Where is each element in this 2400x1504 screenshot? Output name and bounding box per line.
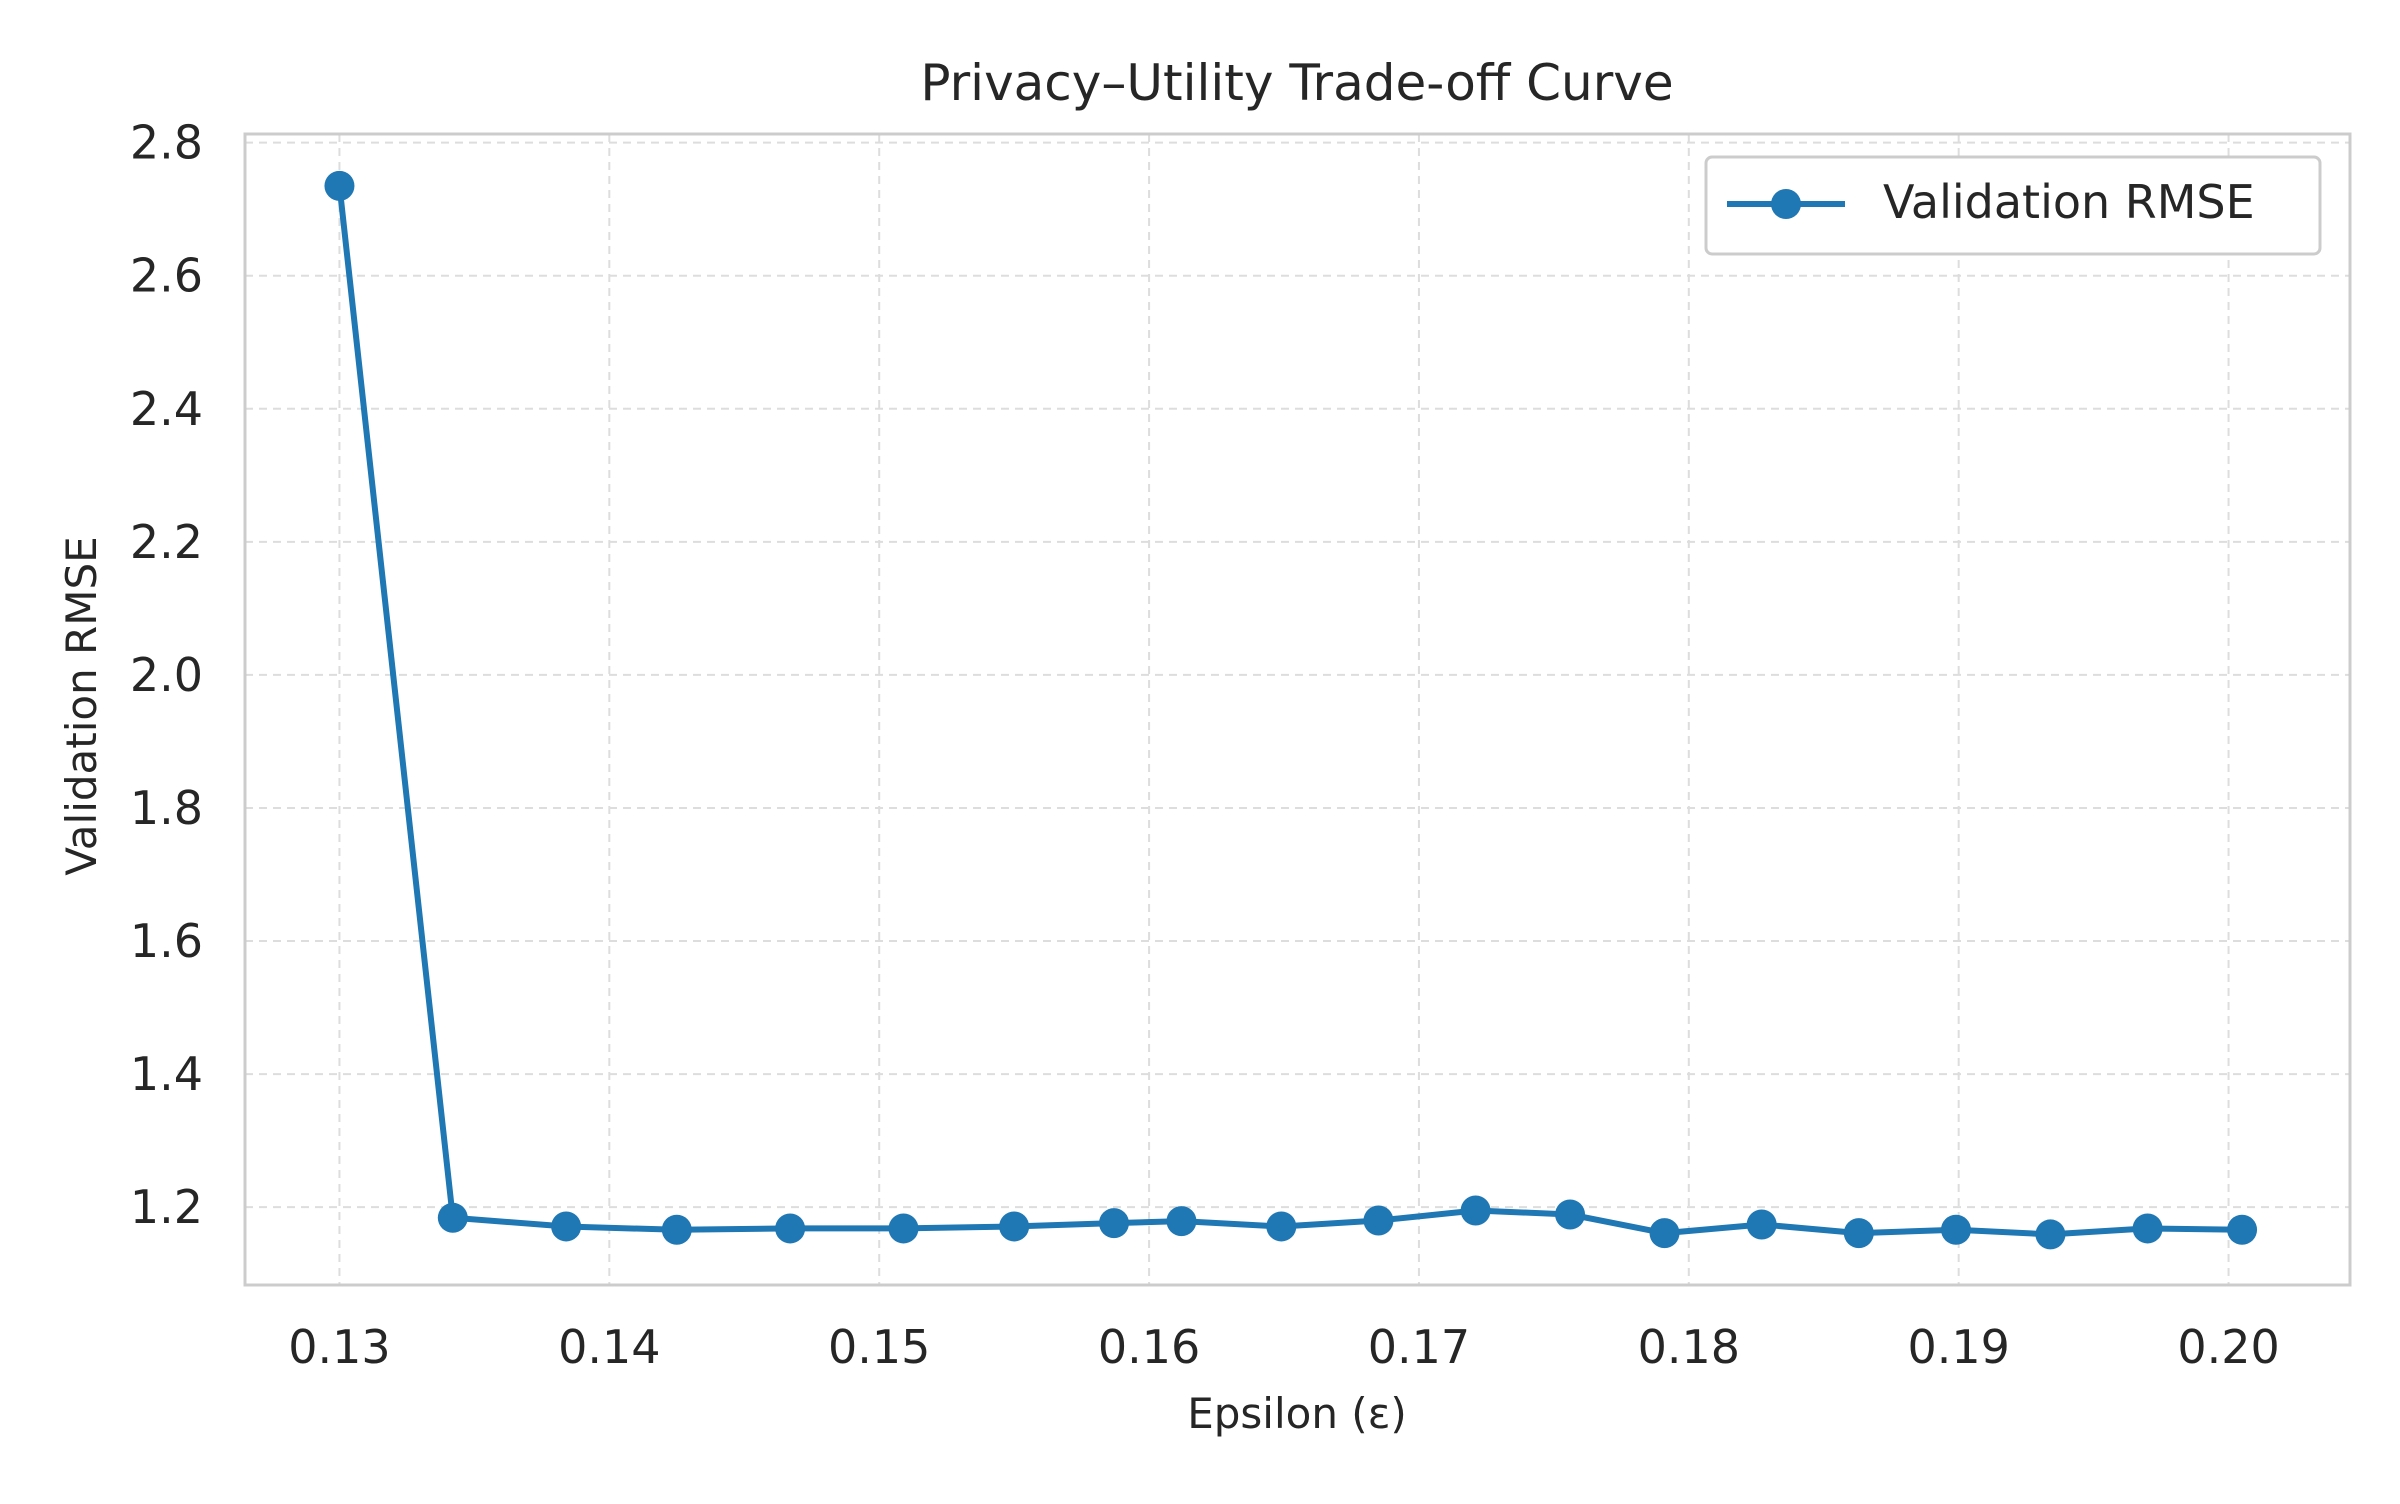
y-tick-label: 1.2: [130, 1180, 203, 1234]
y-tick-label: 2.2: [130, 515, 203, 569]
y-tick-label: 2.4: [130, 382, 203, 436]
data-point: [2035, 1219, 2066, 1250]
data-point: [1940, 1214, 1971, 1245]
data-point: [661, 1214, 692, 1245]
data-point: [1098, 1208, 1129, 1239]
x-tick-label: 0.15: [828, 1320, 930, 1374]
y-tick-label: 1.6: [130, 914, 203, 968]
series-line: [336, 182, 2246, 1238]
x-tick-label: 0.17: [1368, 1320, 1470, 1374]
y-tick-label: 1.4: [130, 1047, 203, 1101]
data-point: [1843, 1218, 1874, 1249]
chart-title: Privacy–Utility Trade-off Curve: [920, 54, 1673, 112]
data-point: [1363, 1205, 1394, 1236]
data-point: [1746, 1209, 1777, 1240]
x-tick-label: 0.13: [288, 1320, 390, 1374]
legend-label: Validation RMSE: [1883, 175, 2255, 229]
x-tick-label: 0.14: [558, 1320, 660, 1374]
data-point: [1266, 1211, 1297, 1242]
data-point: [775, 1213, 806, 1244]
legend-box: [1704, 155, 2322, 256]
data-point: [437, 1202, 468, 1233]
grid: [245, 134, 2350, 1285]
data-point: [1166, 1206, 1197, 1237]
x-axis: 0.13 0.14 0.15 0.16 0.17 0.18 0.19 0.20: [288, 1320, 2280, 1374]
data-point: [999, 1211, 1030, 1242]
y-tick-label: 2.8: [130, 116, 203, 170]
plot-frame: [243, 132, 2352, 1287]
x-tick-label: 0.16: [1098, 1320, 1200, 1374]
x-tick-label: 0.20: [2177, 1320, 2279, 1374]
series-layer: [324, 170, 2258, 1250]
data-point: [1460, 1195, 1491, 1226]
data-point: [324, 170, 355, 201]
data-point: [888, 1213, 919, 1244]
data-point: [1555, 1199, 1586, 1230]
y-tick-label: 1.8: [130, 781, 203, 835]
x-tick-label: 0.18: [1638, 1320, 1740, 1374]
data-point: [1649, 1218, 1680, 1249]
x-axis-label: Epsilon (ε): [1187, 1389, 1407, 1438]
y-axis: 1.2 1.4 1.6 1.8 2.0 2.2 2.4 2.6 2.8: [130, 116, 203, 1235]
legend: Validation RMSE: [1704, 155, 2322, 256]
x-tick-label: 0.19: [1907, 1320, 2009, 1374]
data-point: [551, 1211, 582, 1242]
legend-marker-swatch: [1771, 189, 1801, 219]
y-tick-label: 2.6: [130, 249, 203, 303]
y-axis-label: Validation RMSE: [57, 536, 106, 875]
y-tick-label: 2.0: [130, 648, 203, 702]
data-point: [2132, 1213, 2163, 1244]
data-point: [2227, 1214, 2258, 1245]
